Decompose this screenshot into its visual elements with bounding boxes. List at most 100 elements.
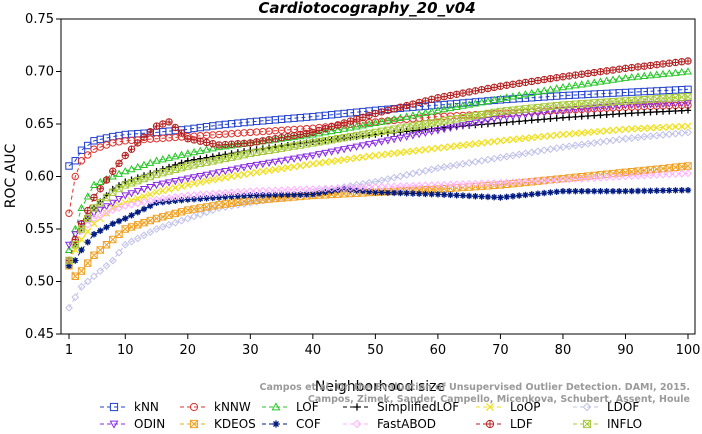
x-tick-label: 10 [117,343,134,358]
data-point [115,160,123,167]
data-point [522,191,529,199]
data-point [271,402,281,411]
data-point [359,130,367,139]
data-point [653,108,660,116]
data-point [121,201,130,210]
data-point [459,114,467,122]
data-point [640,124,648,132]
data-point [521,134,530,142]
data-point [246,187,255,196]
data-point [384,150,392,158]
data-point [177,208,186,216]
data-point [340,146,349,154]
data-point [378,108,385,116]
data-point [572,113,579,121]
legend-label: COF [296,417,321,431]
data-point [565,142,574,151]
data-point [215,194,223,201]
data-point [152,122,161,130]
data-point [365,178,374,187]
data-point [603,188,610,195]
data-point [634,109,642,117]
data-point [646,166,655,174]
data-point [277,164,286,173]
data-point [602,103,611,111]
data-point [459,180,467,188]
data-point [365,112,373,119]
data-point [353,403,361,411]
data-point [440,117,448,125]
data-point [177,192,186,201]
legend-label: INFLO [607,417,642,431]
data-point [233,188,242,196]
data-point [108,256,117,265]
data-point [478,193,485,200]
data-point [134,139,142,147]
data-point [228,193,235,200]
legend-entry-fastabod: FastABOD [343,417,436,431]
y-tick-label: 0.70 [25,65,54,80]
data-point [146,158,155,166]
data-point [84,151,92,159]
data-point [621,134,630,143]
data-point [372,110,379,117]
data-point [115,204,123,212]
data-point [616,65,623,73]
data-point [133,162,142,171]
data-point [283,133,292,141]
data-point [597,188,604,195]
data-point [446,124,455,133]
data-point [652,131,661,140]
data-point [352,131,361,140]
data-point [240,140,248,147]
data-point [296,185,305,194]
data-point [684,57,692,65]
data-point [190,161,198,169]
data-point [89,180,99,188]
data-point [315,127,323,134]
data-point [146,183,155,192]
data-point [346,123,355,131]
data-point [77,225,86,233]
data-point [540,103,548,111]
data-point [440,125,449,134]
data-point [566,114,573,121]
data-point [203,154,210,161]
data-point [159,120,167,128]
data-point [446,180,455,189]
data-point [677,129,686,137]
data-point [353,115,360,123]
data-point [646,171,655,180]
data-point [647,187,654,194]
data-point [90,204,98,212]
data-point [153,122,160,130]
data-point [321,184,330,193]
data-point [390,105,398,112]
data-point [259,167,267,176]
data-point [84,141,92,150]
data-point [196,178,204,187]
data-point [640,132,649,141]
data-point [672,107,679,115]
data-point [184,162,192,170]
data-point [178,197,185,204]
y-axis-label: ROC AUC [3,143,19,208]
legend-entry-ldf: LDF [476,417,533,431]
data-point [684,162,692,170]
legend-entry-kdeos: KDEOS [180,417,256,431]
data-point [333,125,342,133]
data-point [115,217,123,225]
data-point [383,116,392,124]
data-point [484,109,492,118]
data-point [128,212,135,219]
data-point [397,104,404,111]
data-point [440,143,448,152]
data-point [415,131,424,139]
data-point [334,121,342,129]
data-point [421,129,430,138]
data-point [190,205,198,213]
data-point [284,143,292,151]
data-point [490,108,498,117]
data-point [465,158,474,167]
data-point [308,130,317,138]
